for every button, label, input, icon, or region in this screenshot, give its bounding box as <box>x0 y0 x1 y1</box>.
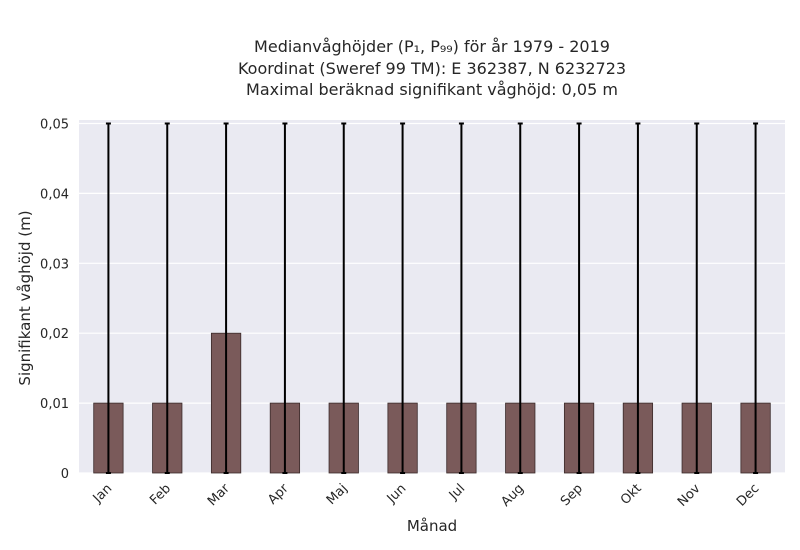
y-axis-label: Signifikant våghöjd (m) <box>16 210 34 385</box>
x-tick-label: Mar <box>205 481 233 509</box>
x-tick-label: Nov <box>675 481 704 510</box>
title-line-2: Koordinat (Sweref 99 TM): E 362387, N 62… <box>238 59 626 78</box>
x-axis-label: Månad <box>407 517 457 535</box>
y-tick-label: 0 <box>61 467 69 482</box>
y-axis-ticks: 0 0,01 0,02 0,03 0,04 0,05 <box>40 117 69 482</box>
plot-area <box>79 120 785 473</box>
chart-title: Medianvåghöjder (P₁, P₉₉) för år 1979 - … <box>238 37 626 99</box>
x-tick-label: Apr <box>265 481 292 508</box>
x-tick-label: Aug <box>499 481 528 510</box>
x-tick-label: Jul <box>446 481 468 503</box>
y-tick-label: 0,03 <box>40 257 69 272</box>
title-line-3: Maximal beräknad signifikant våghöjd: 0,… <box>246 80 618 99</box>
error-bars <box>105 122 759 474</box>
y-tick-label: 0,02 <box>40 327 69 342</box>
x-axis-ticks: Jan Feb Mar Apr Maj Jun Jul Aug Sep Okt Nov Dec <box>90 481 763 510</box>
x-tick-label: Feb <box>147 481 174 508</box>
y-tick-label: 0,04 <box>40 187 69 202</box>
x-tick-label: Dec <box>734 481 762 509</box>
x-tick-label: Okt <box>618 481 645 508</box>
y-tick-label: 0,01 <box>40 397 69 412</box>
x-tick-label: Sep <box>558 481 586 509</box>
x-tick-label: Maj <box>324 481 351 508</box>
title-line-1: Medianvåghöjder (P₁, P₉₉) för år 1979 - … <box>254 37 610 56</box>
grid-lines <box>79 122 785 474</box>
x-tick-label: Jun <box>384 481 410 507</box>
y-tick-label: 0,05 <box>40 117 69 132</box>
x-tick-label: Jan <box>90 481 115 506</box>
